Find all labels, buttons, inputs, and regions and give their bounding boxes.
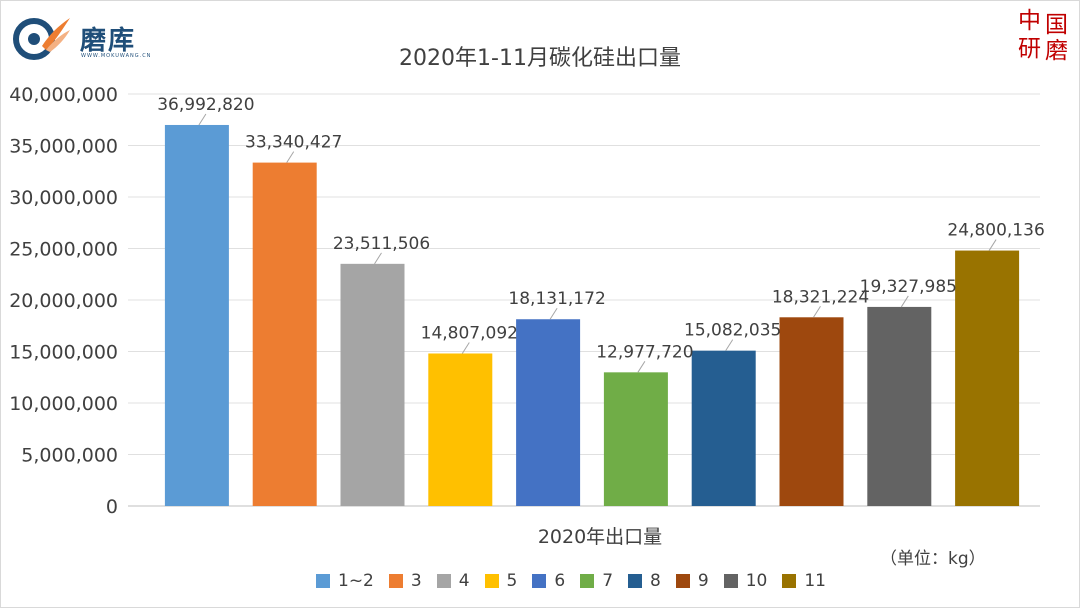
y-tick-label: 15,000,000 bbox=[9, 342, 118, 364]
data-label-3: 33,340,427 bbox=[245, 133, 342, 153]
y-tick-label: 40,000,000 bbox=[9, 84, 118, 106]
seal-char-1: 中 bbox=[1018, 8, 1041, 34]
bar-1~2 bbox=[164, 124, 229, 507]
bar-7 bbox=[603, 372, 668, 506]
data-label-11: 24,800,136 bbox=[947, 221, 1044, 241]
y-tick-label: 5,000,000 bbox=[21, 445, 118, 467]
logo-name: 磨库 bbox=[80, 26, 137, 56]
data-label-8: 15,082,035 bbox=[684, 321, 781, 341]
seal-char-4: 磨 bbox=[1045, 38, 1068, 64]
data-label-leader bbox=[988, 239, 997, 251]
legend-item-8: 8 bbox=[628, 571, 661, 591]
data-label-1~2: 36,992,820 bbox=[157, 95, 254, 115]
data-label-6: 18,131,172 bbox=[508, 289, 605, 309]
legend-swatch bbox=[532, 574, 547, 588]
legend-item-3: 3 bbox=[388, 571, 422, 591]
legend: 1~2 3 4 5 6 7 8 9 10 11 bbox=[316, 569, 841, 593]
legend-label: 11 bbox=[804, 571, 826, 591]
data-label-5: 14,807,092 bbox=[421, 323, 518, 343]
legend-item-6: 6 bbox=[532, 571, 565, 591]
x-axis-label: 2020年出口量 bbox=[537, 526, 663, 548]
seal-char-2: 国 bbox=[1045, 12, 1068, 38]
bar-8 bbox=[691, 350, 756, 506]
label-leaders bbox=[198, 113, 997, 373]
legend-item-1~2: 1~2 bbox=[316, 571, 374, 591]
data-label-leader bbox=[900, 295, 909, 308]
seal-char-3: 研 bbox=[1018, 36, 1041, 62]
legend-label: 8 bbox=[650, 571, 661, 591]
data-label-leader bbox=[813, 306, 821, 318]
legend-item-5: 5 bbox=[484, 571, 518, 591]
legend-swatch bbox=[782, 574, 797, 588]
bar-9 bbox=[779, 317, 844, 506]
legend-swatch bbox=[675, 574, 690, 588]
unit-label: （单位：kg） bbox=[880, 549, 986, 569]
y-tick-label: 0 bbox=[106, 496, 118, 518]
data-label-7: 12,977,720 bbox=[596, 342, 693, 362]
legend-label: 5 bbox=[506, 571, 518, 591]
bar-11 bbox=[955, 250, 1020, 506]
legend-swatch bbox=[436, 574, 451, 588]
legend-swatch bbox=[628, 574, 643, 588]
legend-item-10: 10 bbox=[723, 571, 768, 591]
legend-label: 10 bbox=[745, 571, 768, 591]
logo bbox=[12, 12, 152, 62]
bar-6 bbox=[516, 319, 581, 506]
legend-label: 4 bbox=[458, 571, 470, 591]
y-axis-ticks: 0 5,000,000 10,000,000 15,000,000 20,000,000… bbox=[9, 84, 118, 518]
data-label-9: 18,321,224 bbox=[772, 287, 869, 307]
y-tick-label: 35,000,000 bbox=[9, 136, 118, 158]
legend-label: 7 bbox=[602, 571, 614, 591]
data-label-leader bbox=[286, 151, 295, 163]
seal: 中 国 研 磨 bbox=[1014, 8, 1074, 64]
data-label-leader bbox=[198, 113, 207, 126]
bar-3 bbox=[252, 162, 317, 506]
y-tick-label: 20,000,000 bbox=[9, 290, 118, 312]
legend-item-7: 7 bbox=[580, 571, 613, 591]
data-label-4: 23,511,506 bbox=[333, 234, 430, 254]
legend-swatch bbox=[580, 574, 595, 588]
y-tick-label: 10,000,000 bbox=[9, 393, 118, 415]
legend-swatch bbox=[723, 574, 738, 588]
data-label-leader bbox=[374, 252, 382, 265]
legend-swatch bbox=[484, 574, 499, 588]
legend-item-4: 4 bbox=[436, 571, 470, 591]
legend-item-9: 9 bbox=[675, 571, 709, 591]
data-label-10: 19,327,985 bbox=[860, 277, 957, 297]
data-label-leader bbox=[725, 339, 734, 351]
data-label-leader bbox=[549, 307, 558, 320]
data-label-leader bbox=[637, 361, 646, 373]
legend-label: 3 bbox=[410, 571, 422, 591]
mokuwang-logo-icon bbox=[13, 18, 70, 60]
bar-4 bbox=[340, 263, 405, 506]
legend-label: 6 bbox=[554, 571, 566, 591]
bar-10 bbox=[867, 306, 932, 506]
legend-item-11: 11 bbox=[782, 571, 826, 591]
y-tick-label: 30,000,000 bbox=[9, 187, 118, 209]
bar-5 bbox=[428, 353, 493, 506]
legend-label: 9 bbox=[697, 571, 709, 591]
legend-swatch bbox=[388, 574, 403, 588]
chart-title: 2020年1-11月碳化硅出口量 bbox=[399, 46, 681, 71]
data-label-leader bbox=[461, 342, 470, 354]
y-tick-label: 25,000,000 bbox=[9, 239, 118, 261]
logo-subtitle: WWW.MOKUWANG.CN bbox=[81, 53, 152, 59]
data-labels: 36,992,820 33,340,427 23,511,506 14,807,092… bbox=[157, 95, 1045, 362]
bars bbox=[164, 124, 1020, 507]
legend-swatch bbox=[316, 574, 330, 588]
legend-label: 1~2 bbox=[338, 571, 374, 591]
